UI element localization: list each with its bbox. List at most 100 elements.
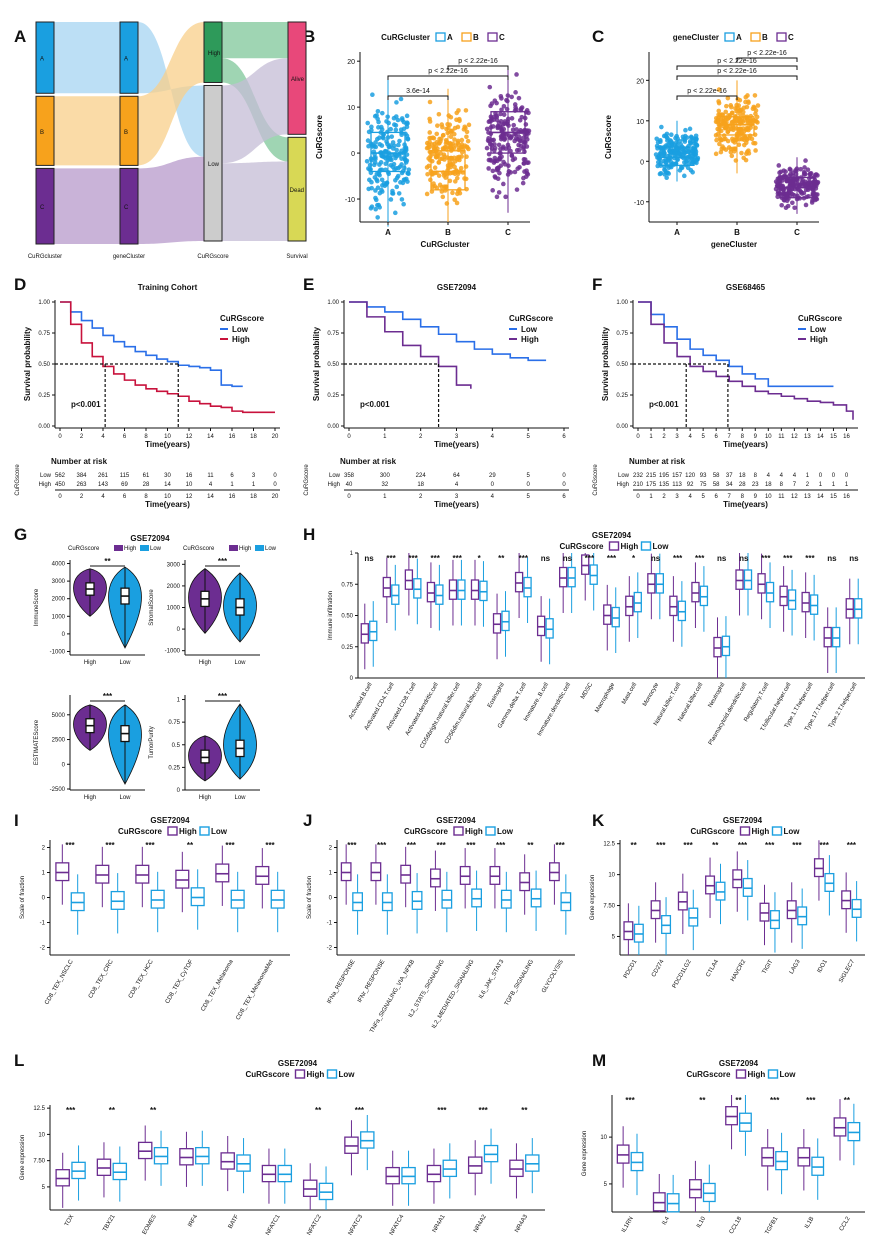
- risk-x-tick: 12: [186, 494, 193, 500]
- survival-curve-high: [349, 301, 472, 389]
- jitter-point: [524, 168, 529, 174]
- risk-x-tick: 3: [455, 494, 459, 500]
- box: [787, 589, 797, 610]
- jitter-point: [737, 111, 743, 117]
- y-tick-label: 10: [636, 119, 644, 126]
- y-tick-label: 0: [62, 632, 66, 638]
- survival-curve-high: [638, 301, 854, 420]
- box: [501, 610, 510, 632]
- legend-title: CuRGscore: [118, 827, 163, 836]
- significance-label: **: [521, 1106, 528, 1115]
- risk-value-low: 5: [526, 473, 530, 479]
- x-tick-label: 14: [817, 434, 824, 440]
- y-tick-label: -10: [345, 197, 355, 204]
- significance-label: ns: [827, 554, 837, 563]
- jitter-point: [379, 143, 385, 148]
- legend-label: Low: [211, 827, 228, 836]
- flow-score-surv: [222, 161, 288, 241]
- risk-x-title: Time(years): [723, 500, 768, 509]
- x-tick-label: Plasmacytoid.dendritic.cell: [708, 682, 749, 746]
- legend-key: [435, 32, 446, 42]
- jitter-point: [427, 139, 432, 145]
- risk-value-low: 18: [739, 473, 746, 479]
- jitter-point: [725, 95, 731, 101]
- jitter-point: [450, 190, 455, 196]
- jitter-point: [436, 160, 442, 165]
- box: [448, 579, 458, 600]
- risk-x-tick: 6: [715, 494, 719, 500]
- y-tick-label: 2000: [167, 584, 181, 590]
- flow-gene-score: [138, 22, 204, 166]
- risk-value-low: 30: [164, 473, 171, 479]
- risk-x-tick: 7: [728, 494, 732, 500]
- risk-x-tick: 16: [229, 494, 236, 500]
- jitter-point: [512, 169, 518, 175]
- jitter-point: [365, 120, 371, 126]
- legend-key-low: [326, 1069, 338, 1079]
- jitter-point: [753, 148, 758, 153]
- jitter-point: [398, 96, 404, 102]
- risk-table-title: Number at risk: [629, 457, 686, 466]
- box: [457, 579, 466, 600]
- stratum-B: [35, 95, 55, 166]
- chart-title: GSE72094: [592, 531, 632, 540]
- legend-key-high: [735, 1069, 747, 1079]
- legend-key-low: [255, 545, 264, 551]
- jitter-point: [390, 146, 396, 151]
- box: [435, 584, 444, 605]
- jitter-point: [396, 165, 401, 171]
- x-tick-label: 6: [562, 434, 566, 440]
- legend-key-high: [229, 545, 238, 551]
- significance-label: **: [699, 1096, 706, 1105]
- jitter-point: [687, 126, 693, 132]
- significance-label: ***: [695, 554, 705, 563]
- significance-label: ***: [555, 841, 565, 850]
- jitter-point: [457, 118, 462, 124]
- risk-value-high: 40: [346, 482, 353, 488]
- box: [95, 864, 110, 884]
- significance-label: ***: [105, 841, 115, 850]
- box: [688, 1179, 702, 1199]
- jitter-point: [494, 166, 500, 171]
- jitter-point: [498, 93, 504, 99]
- y-tick-label: 0.5: [172, 743, 181, 749]
- box: [489, 865, 501, 885]
- risk-x-tick: 5: [701, 494, 705, 500]
- jitter-point: [383, 161, 389, 167]
- y-tick-label: 1: [329, 871, 333, 877]
- legend-key: [724, 32, 735, 42]
- x-tick-label: 15: [830, 434, 837, 440]
- jitter-point: [514, 147, 520, 153]
- jitter-point: [390, 188, 395, 194]
- x-tick-label: 8: [741, 434, 745, 440]
- jitter-point: [497, 170, 502, 176]
- box: [549, 862, 560, 882]
- legend-label: A: [736, 33, 742, 42]
- risk-x-tick: 5: [526, 494, 530, 500]
- risk-x-tick: 4: [688, 494, 692, 500]
- jitter-point: [724, 124, 730, 130]
- box: [633, 923, 644, 943]
- legend-title: geneCluster: [673, 33, 719, 42]
- risk-value-low: 64: [453, 473, 460, 479]
- box: [688, 907, 699, 927]
- jitter-point: [465, 138, 471, 144]
- y-tick-label: 0.00: [327, 424, 339, 430]
- jitter-point: [434, 131, 440, 137]
- boxplot-curgcluster: CuRGcluster A B C -10 0 10 20 CuRGscore A B C CuRGcl…: [315, 32, 532, 249]
- panel-label-D: D: [14, 275, 26, 294]
- jitter-point: [503, 146, 509, 151]
- jitter-point: [717, 135, 723, 141]
- jitter-point: [375, 108, 381, 114]
- legend-label: Low: [521, 325, 538, 334]
- risk-x-tick: 12: [791, 494, 798, 500]
- x-tick-label: 12: [791, 434, 798, 440]
- risk-value-high: 14: [164, 482, 171, 488]
- risk-row-label: Low: [40, 473, 52, 479]
- jitter-point: [713, 132, 719, 138]
- box: [426, 581, 436, 603]
- box: [623, 921, 634, 941]
- significance-label: ***: [218, 692, 228, 701]
- jitter-point: [498, 146, 503, 152]
- y-tick-label: 0: [351, 151, 355, 158]
